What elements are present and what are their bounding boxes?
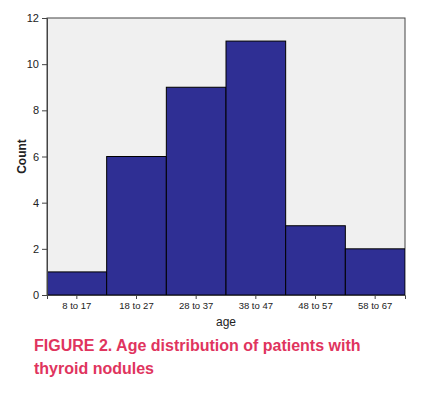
axis-line xyxy=(42,19,48,296)
tick-label: 6 xyxy=(33,151,39,163)
tick-mark xyxy=(315,295,316,299)
bar xyxy=(226,41,286,295)
tick-label: 28 to 37 xyxy=(179,300,213,311)
tick: 0 xyxy=(33,289,47,301)
tick-label: 8 to 17 xyxy=(62,300,91,311)
plot-background xyxy=(47,18,405,295)
tick-label: 8 xyxy=(33,104,39,116)
tick: 28 to 37 xyxy=(179,295,213,311)
tick-mark xyxy=(42,64,47,65)
x-axis-title: age xyxy=(216,315,236,329)
tick-label: 0 xyxy=(33,289,39,301)
y-axis: 0 2 4 6 8 10 12 xyxy=(27,12,48,301)
tick: 58 to 67 xyxy=(358,295,392,311)
axis-line xyxy=(48,296,406,300)
bar xyxy=(107,157,167,296)
tick: 38 to 47 xyxy=(239,295,273,311)
tick-mark xyxy=(42,249,47,250)
bar xyxy=(47,272,107,295)
tick-mark xyxy=(255,295,256,299)
tick-label: 18 to 27 xyxy=(119,300,153,311)
tick: 8 to 17 xyxy=(62,295,91,311)
tick: 4 xyxy=(33,197,47,209)
tick-mark xyxy=(42,110,47,111)
bar xyxy=(166,87,226,295)
bars xyxy=(47,41,405,295)
tick: 6 xyxy=(33,151,47,163)
tick-label: 58 to 67 xyxy=(358,300,392,311)
tick-mark xyxy=(375,295,376,299)
tick-label: 2 xyxy=(33,243,39,255)
tick: 2 xyxy=(33,243,47,255)
tick-label: 38 to 47 xyxy=(239,300,273,311)
tick-mark xyxy=(42,18,47,19)
caption: FIGURE 2. Age distribution of patients w… xyxy=(34,334,414,380)
tick: 10 xyxy=(27,58,47,70)
tick: 18 to 27 xyxy=(119,295,153,311)
bar xyxy=(286,226,346,295)
tick-label: 10 xyxy=(27,58,39,70)
x-axis: 8 to 17 18 to 27 28 to 37 38 to 47 48 to 57 5… xyxy=(48,295,406,311)
tick-label: 12 xyxy=(27,12,39,24)
tick-mark xyxy=(42,203,47,204)
tick-mark xyxy=(76,295,77,299)
bar xyxy=(345,249,405,295)
tick-mark xyxy=(42,157,47,158)
tick-mark xyxy=(42,295,47,296)
tick-label: 48 to 57 xyxy=(298,300,332,311)
tick: 48 to 57 xyxy=(298,295,332,311)
tick: 8 xyxy=(33,104,47,116)
tick: 12 xyxy=(27,12,47,24)
y-axis-title: Count xyxy=(15,139,29,174)
tick-label: 4 xyxy=(33,197,39,209)
tick-mark xyxy=(196,295,197,299)
tick-mark xyxy=(136,295,137,299)
